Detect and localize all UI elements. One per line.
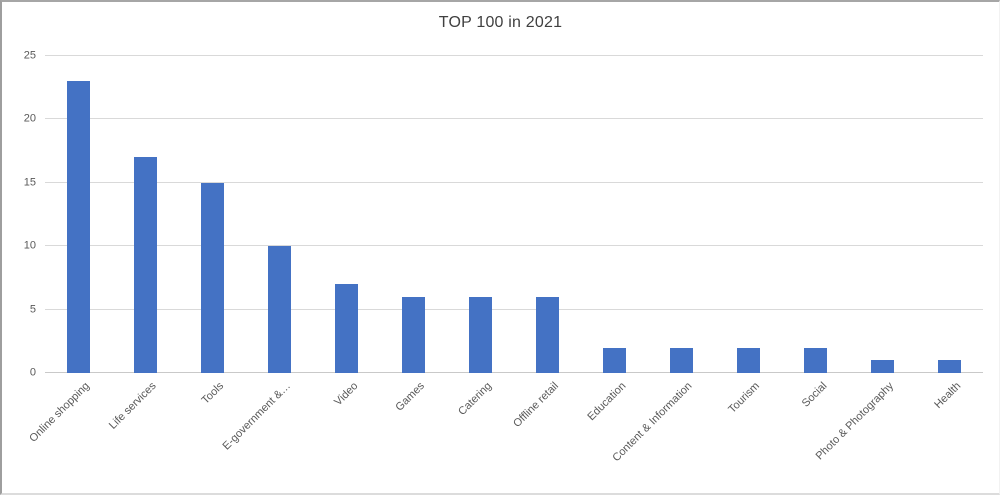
category-slot-life-services: Life services — [107, 56, 179, 432]
x-tick-label-online-shopping: Online shopping — [27, 380, 92, 445]
x-tick-label-catering: Catering — [456, 380, 494, 418]
bar-photo-photography — [871, 360, 894, 373]
category-slot-content-information: Content & Information — [611, 56, 715, 464]
bar-online-shopping — [67, 81, 90, 373]
category-slot-online-shopping: Online shopping — [27, 56, 112, 445]
x-tick-label-e-government: E-government &… — [220, 380, 293, 453]
bar-content-information — [670, 347, 693, 373]
y-axis-labels: 0 5 10 15 20 25 — [24, 50, 983, 378]
category-slot-health: Health — [916, 56, 983, 411]
y-tick-label-15: 15 — [23, 176, 36, 189]
x-tick-label-video: Video — [331, 380, 360, 409]
bar-tourism — [737, 347, 760, 373]
category-slot-education: Education — [581, 56, 648, 423]
category-slot-video: Video — [313, 56, 380, 408]
bar-games — [402, 296, 425, 373]
x-tick-label-photo-photography: Photo & Photography — [813, 380, 896, 463]
bar-catering — [469, 296, 492, 373]
gridline-5 — [45, 308, 983, 310]
gridline-0 — [45, 372, 983, 373]
gridlines — [45, 55, 983, 373]
gridline-10 — [45, 245, 983, 247]
x-tick-label-tools: Tools — [199, 380, 226, 407]
bar-life-services — [134, 157, 157, 373]
x-tick-label-offline-retail: Offline retail — [511, 380, 561, 430]
category-slot-games: Games — [380, 56, 447, 414]
y-tick-label-5: 5 — [29, 303, 36, 316]
x-tick-label-life-services: Life services — [107, 380, 159, 432]
plot-area: 0 5 10 15 20 25 Online shopping Life services T… — [24, 50, 983, 464]
chart-title: TOP 100 in 2021 — [438, 14, 563, 31]
y-tick-label-25: 25 — [23, 49, 36, 62]
category-slot-tools: Tools — [179, 56, 246, 407]
category-slot-tourism: Tourism — [715, 56, 782, 416]
y-tick-label-20: 20 — [23, 112, 36, 125]
bar-education — [603, 347, 626, 373]
category-slot-catering: Catering — [447, 56, 514, 418]
gridline-15 — [45, 181, 983, 183]
bar-e-government — [268, 246, 291, 373]
bars-row: Online shopping Life services Tools E-gover… — [27, 56, 983, 464]
x-tick-label-games: Games — [393, 380, 427, 414]
x-tick-label-tourism: Tourism — [726, 380, 762, 416]
bar-health — [938, 360, 961, 373]
x-tick-label-social: Social — [799, 380, 829, 410]
bar-social — [804, 347, 827, 373]
x-tick-label-health: Health — [932, 380, 963, 411]
bar-tools — [201, 182, 224, 373]
x-tick-label-education: Education — [584, 380, 628, 424]
y-tick-label-10: 10 — [23, 239, 36, 252]
bar-offline-retail — [536, 296, 559, 373]
gridline-20 — [45, 118, 983, 120]
category-slot-offline-retail: Offline retail — [511, 56, 581, 430]
bar-video — [335, 284, 358, 373]
category-slot-social: Social — [782, 56, 849, 410]
category-slot-e-government: E-government &… — [221, 56, 313, 452]
category-slot-photo-photography: Photo & Photography — [814, 56, 916, 462]
y-tick-label-0: 0 — [29, 366, 36, 379]
gridline-25 — [45, 55, 983, 56]
